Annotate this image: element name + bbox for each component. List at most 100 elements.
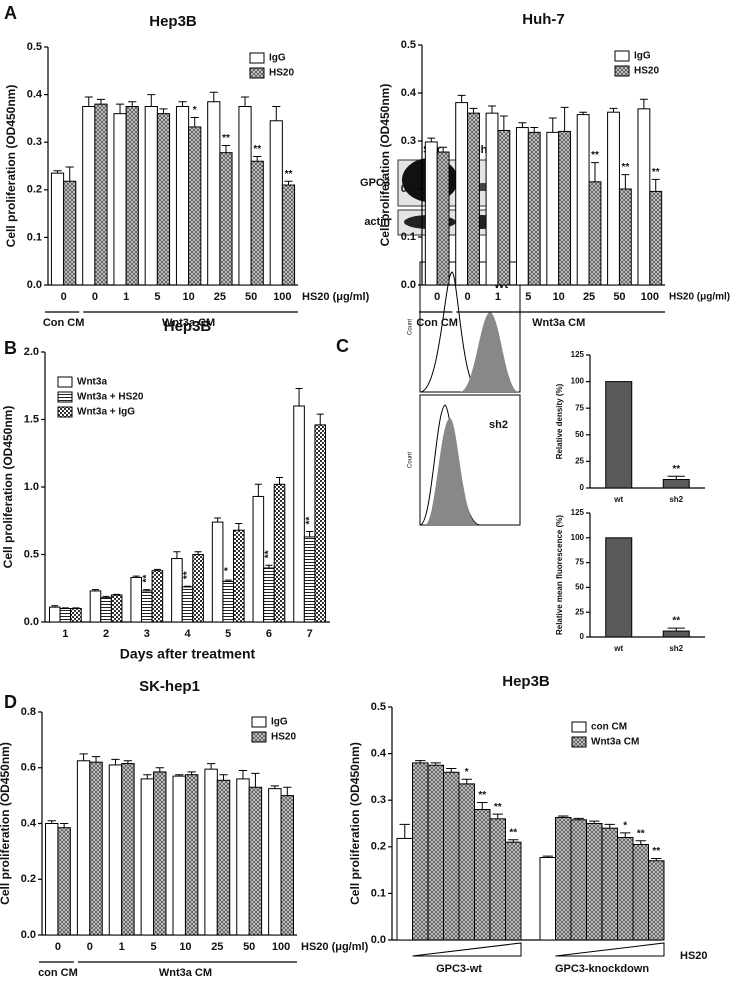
bar xyxy=(649,190,663,286)
bar xyxy=(268,788,282,936)
dose-wedge xyxy=(412,942,522,957)
bar xyxy=(113,113,127,286)
chart-title: SK-hep1 xyxy=(139,678,200,695)
legend-label: IgG xyxy=(271,717,288,728)
bar xyxy=(121,763,135,936)
bar xyxy=(59,608,72,623)
error-bar xyxy=(542,855,553,858)
legend-label: HS20 xyxy=(271,732,296,743)
legend-swatch xyxy=(57,406,73,418)
bar xyxy=(539,857,556,941)
x-unit-label: HS20 (μg/ml) xyxy=(302,291,370,303)
bar xyxy=(436,151,450,286)
y-tick-label: 0.5 xyxy=(24,548,39,560)
error-bar xyxy=(560,106,569,132)
x-tick-label: 5 xyxy=(225,628,231,640)
bar xyxy=(303,536,316,623)
legend-label: HS20 xyxy=(634,66,659,77)
bar xyxy=(184,774,199,936)
legend-label: IgG xyxy=(634,51,651,62)
y-tick-label: 125 xyxy=(571,350,585,359)
significance: ** xyxy=(285,169,293,180)
error-bar xyxy=(427,137,436,142)
error-bar xyxy=(667,627,685,632)
bar xyxy=(586,823,603,941)
bar xyxy=(505,841,522,941)
bar xyxy=(100,597,112,623)
x-tick-label: 1 xyxy=(495,291,501,303)
significance: ** xyxy=(652,846,660,857)
x-tick-label: GPC3-knockdown xyxy=(555,963,649,975)
bar xyxy=(192,554,204,623)
bar xyxy=(172,775,186,936)
x-tick-label: sh2 xyxy=(669,644,683,653)
error-bar xyxy=(123,760,133,764)
x-tick-label: 0 xyxy=(465,291,471,303)
error-bar xyxy=(147,94,156,107)
y-tick-label: 0.0 xyxy=(27,279,42,291)
error-bar xyxy=(143,589,151,591)
y-axis-label: Relative density (%) xyxy=(555,383,564,459)
error-bar xyxy=(219,774,228,781)
y-tick-label: 125 xyxy=(571,508,585,517)
error-bar xyxy=(508,839,519,843)
bar xyxy=(546,131,560,286)
y-axis-label: Relative mean fluorescence (%) xyxy=(555,515,564,635)
y-tick-label: 0.2 xyxy=(27,184,42,196)
bar xyxy=(248,786,263,936)
error-bar xyxy=(132,575,140,578)
bar xyxy=(82,106,96,286)
error-bar xyxy=(295,387,303,406)
bar xyxy=(607,111,620,286)
legend-swatch xyxy=(249,67,265,79)
x-tick-label: 50 xyxy=(243,941,255,953)
y-tick-label: 25 xyxy=(575,457,584,466)
bar xyxy=(648,860,665,941)
error-bar xyxy=(224,579,232,582)
significance: ** xyxy=(222,133,230,144)
bar xyxy=(151,570,164,623)
group-label: Con CM xyxy=(43,317,85,329)
error-bar xyxy=(430,762,441,766)
y-tick-label: 0.4 xyxy=(401,87,417,99)
y-tick-label: 0.3 xyxy=(401,135,416,147)
legend-label: con CM xyxy=(591,722,627,733)
y-tick-label: 0.3 xyxy=(27,136,42,148)
bar xyxy=(76,760,91,936)
panel-letter: C xyxy=(336,336,349,356)
legend-swatch xyxy=(57,376,73,388)
error-bar xyxy=(47,820,56,824)
bar xyxy=(281,184,296,286)
bar xyxy=(181,586,194,623)
error-bar xyxy=(477,802,488,810)
panel-letter: B xyxy=(4,338,17,358)
error-bar xyxy=(53,170,62,174)
significance: ** xyxy=(637,828,645,839)
y-tick-label: 25 xyxy=(575,607,584,616)
bar xyxy=(50,172,65,286)
bar xyxy=(515,127,529,286)
bar xyxy=(293,405,305,623)
bar xyxy=(263,567,275,623)
y-tick-label: 0.6 xyxy=(21,762,36,774)
dose-wedge xyxy=(555,942,665,957)
dose-label: HS20 xyxy=(680,950,708,962)
legend-swatch xyxy=(571,736,587,748)
x-tick-label: 50 xyxy=(245,291,257,303)
error-bar xyxy=(651,178,660,192)
error-bar xyxy=(283,786,292,796)
significance: * xyxy=(193,105,197,116)
group-label: con CM xyxy=(38,967,78,979)
y-tick-label: 0 xyxy=(580,632,585,641)
error-bar xyxy=(115,103,125,114)
y-tick-label: 0.5 xyxy=(371,701,386,713)
chart-title: Huh-7 xyxy=(522,11,565,28)
y-tick-label: 0.4 xyxy=(371,748,387,760)
bar xyxy=(250,160,264,286)
bar xyxy=(89,590,102,623)
error-bar xyxy=(173,551,181,559)
error-bar xyxy=(238,770,248,779)
x-tick-label: 0 xyxy=(434,291,440,303)
error-bar xyxy=(187,771,196,775)
